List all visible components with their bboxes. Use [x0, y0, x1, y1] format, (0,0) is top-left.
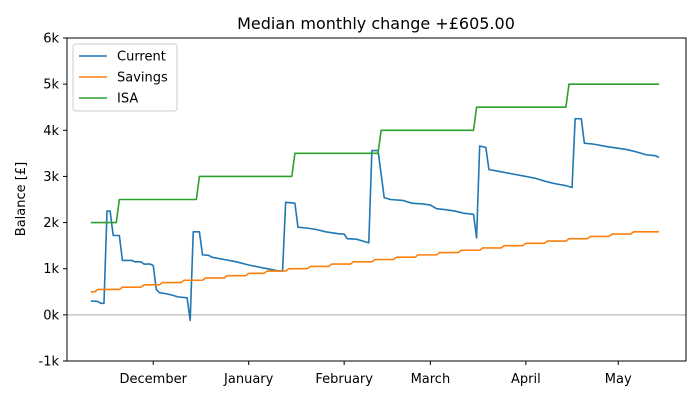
y-tick-label: 0k	[43, 308, 59, 323]
x-tick-label: April	[511, 372, 541, 387]
y-tick-label: 3k	[43, 170, 59, 185]
legend-label-current: Current	[117, 50, 166, 65]
x-tick-label: February	[315, 372, 373, 387]
legend: Current Savings ISA	[72, 43, 178, 112]
y-tick-label: 2k	[43, 216, 59, 231]
y-tick-label: 6k	[43, 32, 59, 47]
x-tick-label: January	[223, 372, 274, 387]
legend-label-isa: ISA	[117, 92, 138, 107]
y-axis-label: Balance [£]	[14, 162, 29, 236]
x-tick-label: December	[120, 372, 188, 387]
x-tick-label: March	[411, 372, 451, 387]
y-tick-label: 4k	[43, 124, 59, 139]
legend-label-savings: Savings	[117, 71, 168, 86]
y-tick-label: 5k	[43, 78, 59, 93]
chart-title: Median monthly change +£605.00	[237, 14, 515, 33]
series-line-current	[90, 117, 660, 322]
y-tick-label: 1k	[43, 262, 59, 277]
series-line-savings	[90, 231, 660, 293]
series-line-isa	[90, 83, 660, 224]
x-tick-label: May	[605, 372, 632, 387]
plot-frame	[66, 37, 687, 362]
y-tick-label: -1k	[39, 355, 60, 370]
legend-box	[72, 43, 178, 112]
